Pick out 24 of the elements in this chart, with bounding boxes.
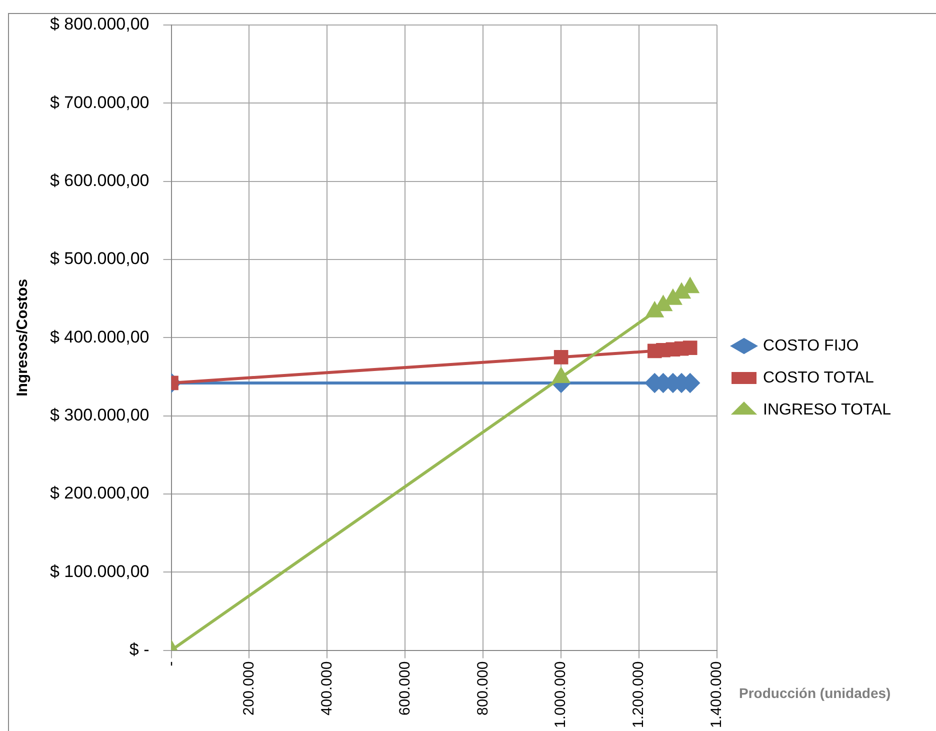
x-tick-label: 200.000 <box>240 661 258 716</box>
x-tick-label: 400.000 <box>318 661 336 716</box>
y-tick-label: $ - <box>129 640 150 659</box>
y-tick-label: $ 800.000,00 <box>50 14 150 34</box>
y-tick-label: $ 100.000,00 <box>50 562 150 581</box>
legend-label: INGRESO TOTAL <box>763 401 918 418</box>
point <box>682 340 698 355</box>
legend-label: COSTO TOTAL <box>763 369 900 386</box>
point <box>554 350 568 364</box>
x-tick-label: 1.400.000 <box>708 661 726 728</box>
y-tick-label: $ 500.000,00 <box>50 249 150 268</box>
legend-label: COSTO FIJO <box>763 337 886 354</box>
x-tick-label: - <box>162 661 180 666</box>
x-tick-label: 1.200.000 <box>630 661 648 728</box>
x-tick-label: 800.000 <box>474 661 492 716</box>
y-axis-title: Ingresos/Costos <box>14 278 32 396</box>
y-tick-label: $ 400.000,00 <box>50 327 150 346</box>
y-tick-label: $ 300.000,00 <box>50 405 150 424</box>
y-tick-label: $ 200.000,00 <box>50 484 150 503</box>
y-tick-label: $ 700.000,00 <box>50 92 150 112</box>
x-axis-title: Producción (unidades) <box>739 685 891 702</box>
y-tick-label: $ 600.000,00 <box>50 171 150 190</box>
x-tick-label: 1.000.000 <box>552 661 570 728</box>
x-tick-label: 600.000 <box>396 661 414 716</box>
